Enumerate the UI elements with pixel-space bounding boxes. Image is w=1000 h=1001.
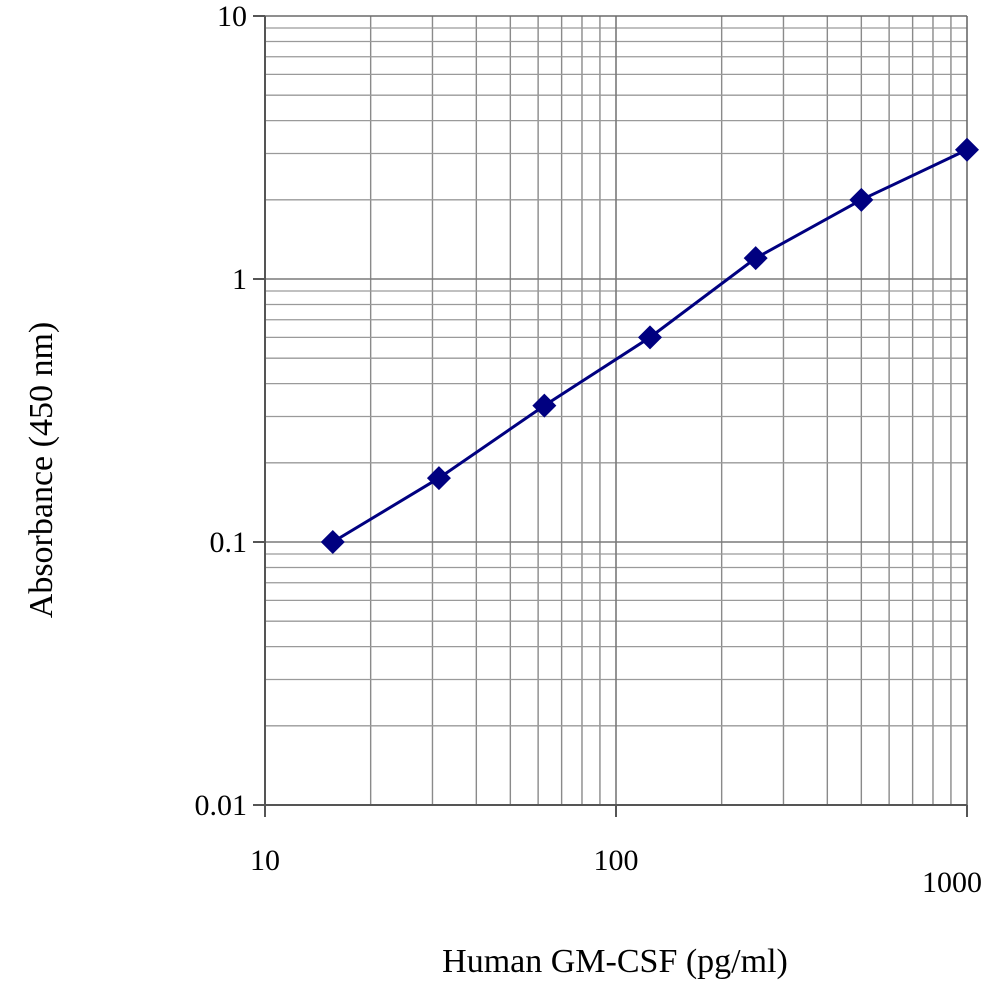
series-layer (320, 137, 979, 554)
data-point-marker (426, 466, 451, 491)
data-point-marker (320, 530, 345, 554)
x-tick-label: 1000 (922, 866, 982, 899)
y-tick-label: 0.1 (210, 526, 248, 559)
data-point-marker (849, 187, 874, 212)
data-point-marker (532, 393, 557, 418)
y-tick-label: 1 (232, 263, 247, 296)
data-point-marker (638, 325, 663, 350)
y-tick-label: 0.01 (195, 789, 248, 822)
y-tick-label: 10 (217, 0, 247, 33)
data-point-marker (955, 137, 979, 162)
tick-labels: 0.01 0.1 1 10 10 100 1000 (195, 0, 983, 899)
data-point-marker (743, 246, 768, 271)
x-tick-label: 100 (594, 844, 639, 877)
x-axis-title: Human GM-CSF (pg/ml) (442, 943, 788, 980)
x-tick-label: 10 (250, 844, 280, 877)
y-axis-title: Absorbance (450 nm) (23, 322, 60, 618)
